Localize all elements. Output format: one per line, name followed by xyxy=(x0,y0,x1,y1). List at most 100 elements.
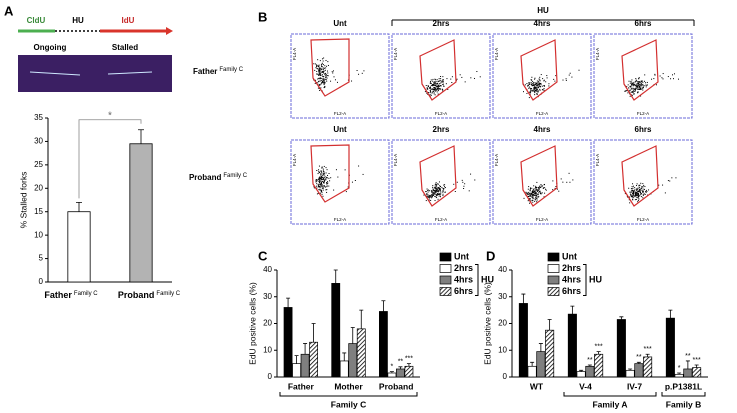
legend-label: 4hrs xyxy=(562,274,581,284)
flow-dot xyxy=(532,90,534,92)
x-tick-label: p.P1381L xyxy=(665,381,702,391)
flow-dot xyxy=(427,191,429,193)
flow-dot xyxy=(635,193,637,195)
flow-dot xyxy=(434,85,436,87)
flow-dot xyxy=(327,72,329,74)
flow-dot xyxy=(427,189,429,191)
flow-dot xyxy=(318,77,320,79)
error-bar xyxy=(342,352,347,361)
flow-dot xyxy=(325,67,327,69)
flow-dot xyxy=(433,190,435,192)
flow-dot xyxy=(625,90,627,92)
flow-dot xyxy=(537,196,539,198)
flow-dot xyxy=(645,86,647,88)
flow-dot xyxy=(436,194,438,196)
flow-dot xyxy=(450,78,452,80)
bar xyxy=(129,143,153,283)
flow-dot xyxy=(325,177,327,179)
flow-dot xyxy=(320,180,322,182)
flow-dot xyxy=(429,195,431,197)
flow-dot xyxy=(634,90,636,92)
flow-dot xyxy=(640,84,642,86)
error-bar xyxy=(286,297,291,308)
flow-dot xyxy=(326,80,328,82)
flow-dot xyxy=(446,78,448,80)
flow-dot xyxy=(642,194,644,196)
flow-dot xyxy=(540,184,542,186)
flow-dot xyxy=(324,81,326,83)
significance-bracket xyxy=(78,119,142,199)
flow-dot xyxy=(433,91,435,93)
flow-dot xyxy=(633,192,635,194)
flow-dot xyxy=(322,182,324,184)
flow-dot xyxy=(640,189,642,191)
y-axis-label: % Stalled forks xyxy=(18,172,28,229)
flow-dot xyxy=(635,84,637,86)
flow-dot xyxy=(316,68,318,70)
flow-dot xyxy=(318,65,320,67)
flow-dot xyxy=(630,194,632,196)
flow-dot xyxy=(316,64,318,66)
flow-dot xyxy=(538,83,540,85)
error-bar xyxy=(547,319,552,331)
flow-dot xyxy=(540,192,542,194)
flow-dot xyxy=(629,193,631,195)
flow-dot xyxy=(634,189,636,191)
flow-dot xyxy=(425,191,427,193)
flow-dot xyxy=(535,82,537,84)
bar xyxy=(625,369,635,378)
group-bracket xyxy=(661,392,706,397)
flow-dot xyxy=(322,71,324,73)
flow-dot xyxy=(319,172,321,174)
flow-dot xyxy=(430,195,432,197)
flow-axis-label: FL2-A xyxy=(536,217,548,222)
flow-dot xyxy=(434,195,436,197)
flow-dot xyxy=(541,192,543,194)
flow-dot xyxy=(631,91,633,93)
flow-dot xyxy=(316,183,318,185)
flow-dot xyxy=(438,78,440,80)
flow-dot xyxy=(432,185,434,187)
flow-dot xyxy=(433,83,435,85)
flow-dot xyxy=(428,197,430,199)
flow-dot xyxy=(536,195,538,197)
flow-dot xyxy=(571,76,573,78)
gate xyxy=(310,144,350,203)
flow-dot xyxy=(442,83,444,85)
flow-dot xyxy=(459,74,461,76)
flow-dot xyxy=(536,85,538,87)
flow-dot xyxy=(313,63,315,65)
error-bar xyxy=(406,363,411,367)
flow-dot xyxy=(321,74,323,76)
significance-label: * xyxy=(678,365,681,372)
flow-dot xyxy=(539,187,541,189)
significance-label: ** xyxy=(398,359,404,366)
flow-dot xyxy=(432,194,434,196)
flow-dot xyxy=(523,197,525,199)
flow-dot xyxy=(318,178,320,180)
flow-dot xyxy=(316,70,318,72)
flow-dot xyxy=(319,67,321,69)
flow-dot xyxy=(634,194,636,196)
flow-dot xyxy=(321,177,323,179)
fiber xyxy=(29,71,81,76)
flow-dot xyxy=(632,192,634,194)
flow-dot xyxy=(438,83,440,85)
flow-dot xyxy=(431,92,433,94)
flow-dot xyxy=(436,79,438,81)
flow-dot xyxy=(540,84,542,86)
flow-dot xyxy=(319,84,321,86)
flow-dot xyxy=(434,82,436,84)
flow-dot xyxy=(532,193,534,195)
flow-dot xyxy=(325,186,327,188)
bar xyxy=(292,363,301,378)
error-bar xyxy=(521,293,526,304)
flow-dot xyxy=(358,165,360,167)
flow-dot xyxy=(634,195,636,197)
flow-dot xyxy=(527,188,529,190)
flow-dot xyxy=(320,77,322,79)
flow-dot xyxy=(325,189,327,191)
flow-dot xyxy=(527,85,529,87)
flow-dot xyxy=(442,83,444,85)
flow-dot xyxy=(315,67,317,69)
